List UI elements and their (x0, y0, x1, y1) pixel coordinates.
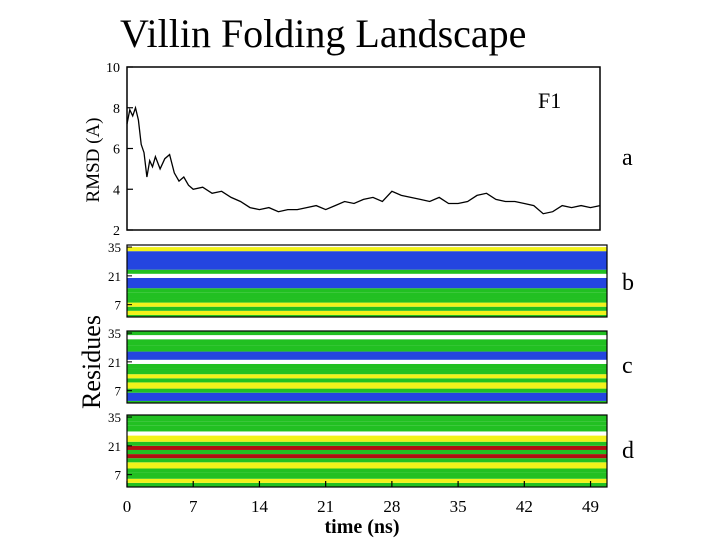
structure-band-turn (127, 298, 607, 303)
structure-band-coil (127, 359, 607, 364)
structure-band-turn (127, 415, 607, 422)
structure-band-turn (127, 421, 607, 426)
structure-band-turn (127, 388, 607, 393)
panel-letter-d: d (622, 438, 634, 464)
structure-band-turn (127, 458, 607, 463)
structure-band-strand (127, 310, 607, 315)
time-x-ticks: 0 7 14 21 28 35 42 49 (123, 481, 599, 516)
residue-panel-d: 7 21 35 d (108, 410, 634, 488)
structure-band-turn (127, 363, 607, 369)
structure-band-strand (127, 462, 607, 469)
structure-band-other (127, 445, 607, 450)
structure-band-turn (127, 288, 607, 293)
structure-band-turn (127, 449, 607, 455)
structure-band-coil (127, 431, 607, 436)
residue-panel-c-y-ticks: 7 21 35 (108, 326, 132, 399)
rmsd-y-tick-label: 6 (113, 143, 120, 158)
slide-title: Villin Folding Landscape (120, 11, 527, 56)
structure-band-turn (127, 425, 607, 432)
bands-d (127, 415, 607, 487)
panel-letter-b: b (622, 270, 634, 296)
residue-y-tick-label: 35 (108, 326, 121, 341)
structure-band-turn (127, 400, 607, 403)
time-x-tick-label: 7 (189, 497, 198, 516)
time-x-tick-label: 28 (383, 497, 400, 516)
rmsd-y-tick-label: 4 (113, 183, 120, 198)
residue-y-tick-label: 21 (108, 439, 121, 454)
structure-band-turn (127, 269, 607, 274)
structure-band-turn (127, 368, 607, 375)
residue-y-tick-label: 7 (115, 468, 122, 483)
residue-y-tick-label: 21 (108, 269, 121, 284)
structure-band-turn (127, 306, 607, 311)
structure-band-strand (127, 302, 607, 307)
structure-band-strand (127, 478, 607, 483)
time-x-tick-label: 35 (450, 497, 467, 516)
structure-band-strand (127, 247, 607, 252)
structure-band-helix (127, 251, 607, 270)
structure-band-strand (127, 435, 607, 442)
structure-band-turn (127, 472, 607, 479)
time-x-tick-label: 0 (123, 497, 132, 516)
structure-band-coil (127, 273, 607, 278)
residue-y-tick-label: 35 (108, 240, 121, 255)
rmsd-plot-frame (126, 66, 601, 231)
structure-band-coil (127, 245, 607, 248)
structure-band-coil (127, 335, 607, 340)
residue-panel-c: 7 21 35 c (108, 326, 633, 404)
panel-letter-c: c (622, 353, 633, 379)
structure-band-strand (127, 374, 607, 379)
residue-panel-d-frame (126, 414, 608, 488)
structure-band-turn (127, 345, 607, 352)
residue-panel-b-frame (126, 244, 608, 318)
residues-y-axis-label: Residues (77, 315, 106, 409)
structure-band-turn (127, 468, 607, 473)
residue-panel-d-y-ticks: 7 21 35 (108, 410, 132, 483)
structure-band-turn (127, 331, 607, 336)
structure-band-helix (127, 392, 607, 401)
rmsd-series-line (126, 105, 601, 215)
panel-letter-a: a (622, 145, 633, 171)
bands-c (127, 331, 607, 403)
time-x-tick-label: 14 (251, 497, 269, 516)
residue-y-tick-label: 7 (115, 384, 122, 399)
structure-band-turn (127, 314, 607, 317)
time-x-tick-label: 42 (516, 497, 533, 516)
residue-y-tick-label: 21 (108, 355, 121, 370)
structure-band-helix (127, 351, 607, 360)
rmsd-y-tick-label: 2 (113, 224, 120, 239)
rmsd-panel: 2 4 6 8 10 F1 RMSD (A) a (83, 61, 633, 239)
rmsd-y-tick-label: 8 (113, 102, 120, 117)
time-x-axis-label: time (ns) (325, 516, 400, 538)
residue-panel-b-y-ticks: 7 21 35 (108, 240, 132, 313)
structure-band-turn (127, 378, 607, 383)
structure-band-turn (127, 292, 607, 299)
residue-panel-b: 7 21 35 b (108, 240, 634, 318)
series-label-f1: F1 (538, 88, 561, 113)
rmsd-y-ticks: 2 4 6 8 10 (106, 61, 133, 239)
time-x-tick-label: 49 (582, 497, 599, 516)
structure-band-turn (127, 482, 607, 487)
structure-band-turn (127, 441, 607, 446)
structure-band-helix (127, 277, 607, 289)
time-x-tick-label: 21 (317, 497, 334, 516)
residue-y-tick-label: 35 (108, 410, 121, 425)
structure-band-strand (127, 382, 607, 389)
structure-band-other (127, 454, 607, 459)
structure-band-turn (127, 339, 607, 346)
rmsd-y-axis-label: RMSD (A) (83, 118, 104, 203)
residue-panel-c-frame (126, 330, 608, 404)
residue-y-tick-label: 7 (115, 298, 122, 313)
rmsd-y-tick-label: 10 (106, 61, 120, 76)
bands-b (127, 245, 607, 317)
